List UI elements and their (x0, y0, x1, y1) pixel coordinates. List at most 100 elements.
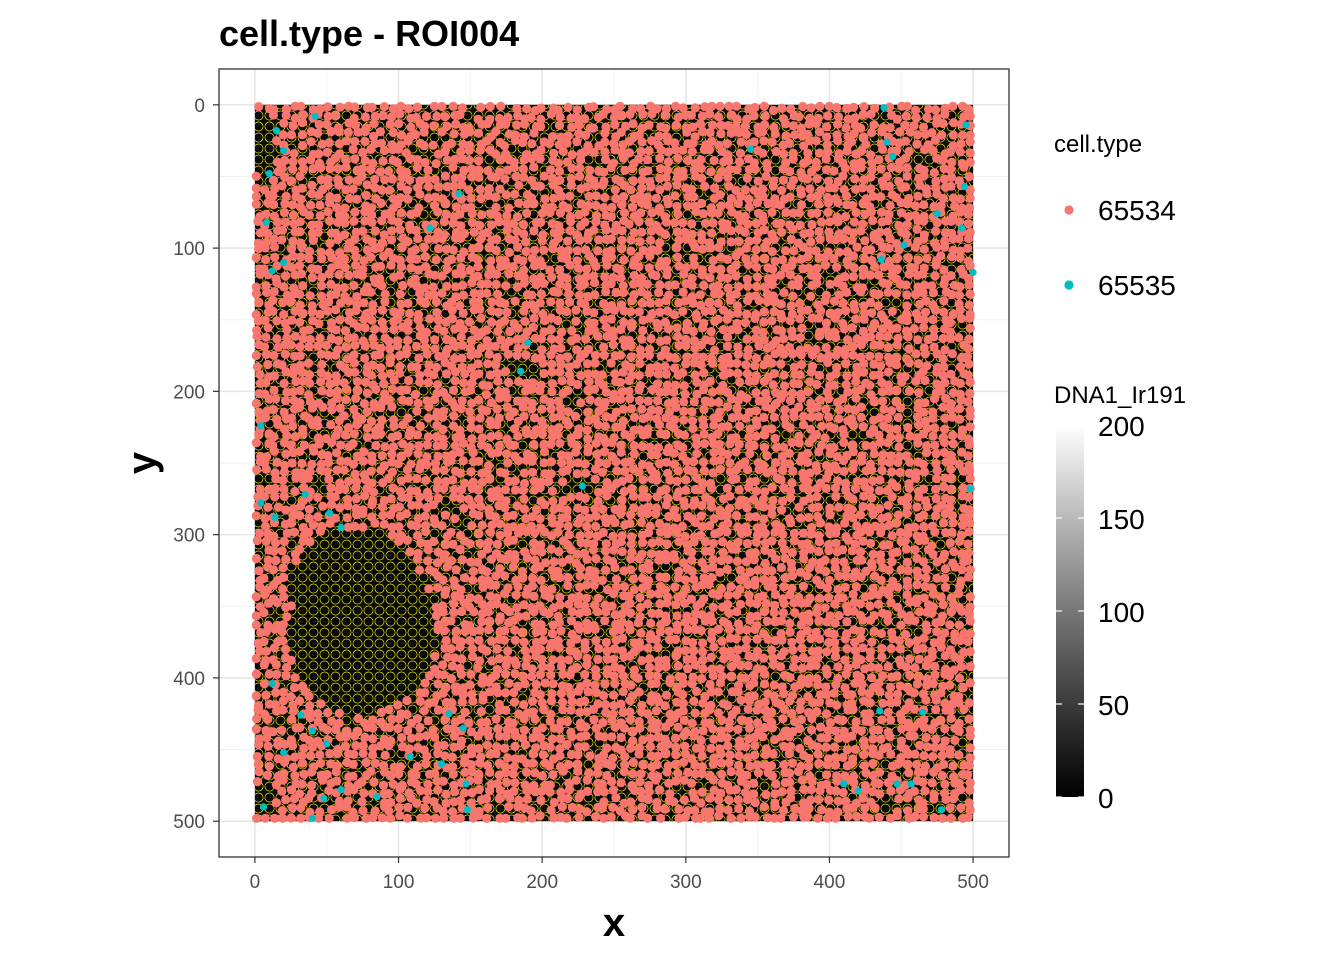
point-65534 (272, 334, 282, 344)
point-65534 (493, 307, 503, 317)
point-65534 (594, 235, 604, 245)
point-65534 (404, 375, 414, 386)
point-65534 (530, 555, 540, 565)
point-65534 (688, 423, 698, 434)
point-65534 (477, 477, 487, 487)
point-65534 (493, 447, 503, 457)
point-65534 (546, 404, 556, 414)
point-65534 (313, 341, 323, 351)
point-65534 (779, 288, 789, 298)
point-65534 (308, 164, 318, 174)
point-65534 (860, 254, 870, 264)
point-65534 (625, 651, 635, 661)
point-65534 (833, 119, 843, 129)
point-65534 (549, 557, 559, 567)
point-65534 (611, 287, 621, 298)
point-65534 (500, 485, 511, 495)
point-65534 (591, 217, 601, 227)
point-65534 (814, 412, 824, 422)
point-65534 (473, 297, 483, 307)
point-65534 (388, 127, 398, 138)
point-65534 (663, 324, 674, 334)
point-65534 (921, 661, 932, 671)
point-65534 (909, 688, 919, 698)
point-65534 (495, 519, 505, 529)
point-65534 (353, 322, 363, 332)
point-65534 (286, 601, 296, 611)
point-65534 (598, 380, 608, 390)
point-65534 (451, 282, 461, 292)
point-65534 (662, 270, 672, 280)
point-65534 (858, 536, 868, 546)
point-65534 (585, 395, 595, 405)
point-65534 (321, 340, 331, 350)
point-65534 (812, 402, 822, 412)
point-65534 (874, 370, 884, 380)
point-65534 (829, 254, 839, 264)
point-65534 (352, 292, 362, 302)
point-65534 (290, 306, 300, 316)
point-65534 (572, 379, 583, 390)
point-65534 (317, 254, 327, 264)
point-65534 (350, 367, 360, 377)
point-65534 (654, 298, 664, 308)
point-65534 (704, 298, 714, 308)
point-65534 (271, 660, 281, 670)
point-65534 (692, 448, 702, 459)
point-65534 (742, 503, 752, 513)
point-65534 (838, 171, 848, 181)
point-65534 (635, 237, 645, 247)
point-65534 (336, 298, 346, 308)
point-65534 (491, 360, 501, 370)
point-65534 (504, 203, 514, 213)
point-65534 (689, 336, 700, 346)
point-65534 (778, 529, 788, 539)
point-65534 (564, 554, 574, 564)
point-65534 (367, 315, 377, 325)
point-65534 (735, 421, 745, 431)
point-65534 (546, 670, 556, 680)
point-65534 (473, 128, 484, 138)
point-65534 (786, 234, 796, 244)
point-65534 (503, 646, 513, 656)
point-65534 (378, 110, 388, 121)
point-65534 (487, 520, 497, 530)
point-65534 (903, 493, 913, 503)
point-65534 (544, 138, 554, 149)
point-65534 (849, 263, 859, 273)
point-65534 (815, 101, 825, 111)
point-65534 (716, 201, 726, 211)
point-65534 (914, 420, 924, 430)
point-65534 (580, 644, 590, 654)
point-65534 (771, 458, 781, 468)
point-65534 (624, 219, 634, 229)
point-65534 (731, 251, 741, 261)
point-65534 (260, 378, 271, 388)
point-65534 (803, 484, 814, 494)
point-65534 (893, 412, 904, 423)
point-65534 (855, 599, 866, 609)
point-65534 (368, 360, 378, 370)
point-65534 (467, 501, 477, 511)
point-65534 (467, 278, 477, 288)
point-65534 (903, 566, 913, 576)
point-65534 (535, 181, 546, 191)
point-65534 (289, 706, 299, 716)
point-65534 (395, 270, 405, 280)
point-65534 (491, 202, 501, 213)
point-65534 (654, 420, 665, 430)
point-65534 (562, 307, 572, 317)
point-65534 (794, 208, 805, 218)
point-65534 (638, 325, 648, 336)
point-65534 (396, 451, 406, 461)
point-65534 (529, 313, 539, 323)
point-65534 (865, 653, 875, 663)
point-65534 (911, 349, 921, 359)
point-65534 (362, 180, 372, 190)
point-65534 (513, 343, 523, 353)
point-65534 (740, 227, 750, 237)
point-65534 (449, 485, 459, 495)
point-65534 (519, 229, 529, 239)
point-65534 (629, 449, 640, 459)
point-65534 (255, 528, 265, 539)
